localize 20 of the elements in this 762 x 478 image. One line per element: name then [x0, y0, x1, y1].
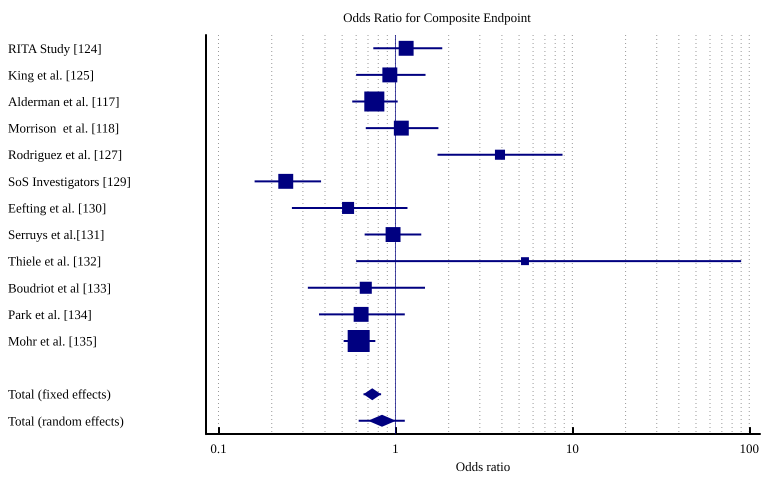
y-tick-label: Serruys et al.[131] — [8, 227, 104, 242]
x-axis-title: Odds ratio — [456, 459, 510, 474]
x-tick-label: 10 — [566, 441, 579, 456]
y-tick-label: King et al. [125] — [8, 67, 94, 82]
y-tick-label: Alderman et al. [117] — [8, 94, 120, 110]
chart-title: Odds Ratio for Composite Endpoint — [343, 10, 532, 25]
y-tick-label: Mohr et al. [135] — [8, 333, 97, 348]
y-tick-label: Morrison et al. [118] — [8, 120, 120, 136]
y-tick-label: Total (random effects) — [8, 413, 124, 428]
y-tick-label: Boudriot et al [133] — [8, 280, 111, 296]
y-tick-label: Park et al. [134] — [8, 306, 92, 322]
y-tick-label: RITA Study [124] — [8, 40, 102, 56]
y-tick-label: SoS Investigators [129] — [8, 174, 131, 189]
x-tick-label: 0.1 — [210, 441, 227, 456]
x-tick-label: 100 — [740, 441, 759, 456]
y-tick-label: Total (fixed effects) — [8, 386, 111, 402]
y-tick-label: Rodriguez et al. [127] — [8, 147, 122, 162]
x-tick-label: 1 — [392, 441, 399, 456]
y-tick-label: Eefting et al. [130] — [8, 200, 106, 216]
y-tick-label: Thiele et al. [132] — [8, 254, 102, 269]
